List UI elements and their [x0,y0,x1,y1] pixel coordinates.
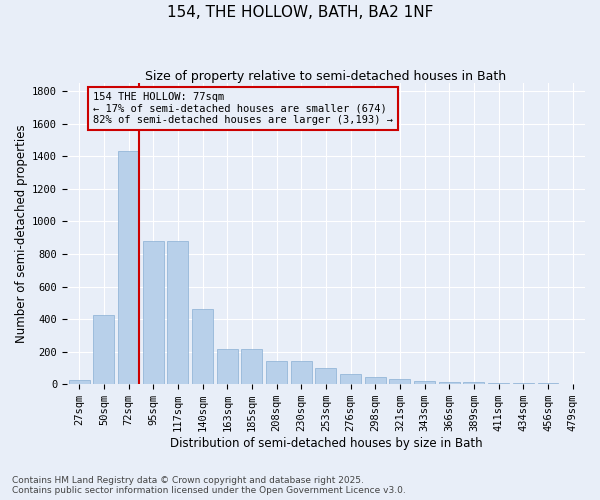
Bar [241,349,262,384]
Bar [414,380,435,384]
Bar [538,383,559,384]
Bar [192,308,213,384]
Bar [365,378,386,384]
Bar [94,315,115,384]
Title: Size of property relative to semi-detached houses in Bath: Size of property relative to semi-detach… [145,70,506,83]
X-axis label: Distribution of semi-detached houses by size in Bath: Distribution of semi-detached houses by … [170,437,482,450]
Bar [316,368,337,384]
Bar [69,380,90,384]
Bar [143,241,164,384]
Bar [439,382,460,384]
Bar [266,360,287,384]
Bar [389,379,410,384]
Bar [513,383,534,384]
Text: Contains HM Land Registry data © Crown copyright and database right 2025.
Contai: Contains HM Land Registry data © Crown c… [12,476,406,495]
Bar [167,241,188,384]
Y-axis label: Number of semi-detached properties: Number of semi-detached properties [15,124,28,343]
Bar [118,152,139,384]
Bar [291,360,312,384]
Text: 154 THE HOLLOW: 77sqm
← 17% of semi-detached houses are smaller (674)
82% of sem: 154 THE HOLLOW: 77sqm ← 17% of semi-deta… [93,92,393,125]
Bar [217,349,238,384]
Text: 154, THE HOLLOW, BATH, BA2 1NF: 154, THE HOLLOW, BATH, BA2 1NF [167,5,433,20]
Bar [463,382,484,384]
Bar [340,374,361,384]
Bar [488,383,509,384]
